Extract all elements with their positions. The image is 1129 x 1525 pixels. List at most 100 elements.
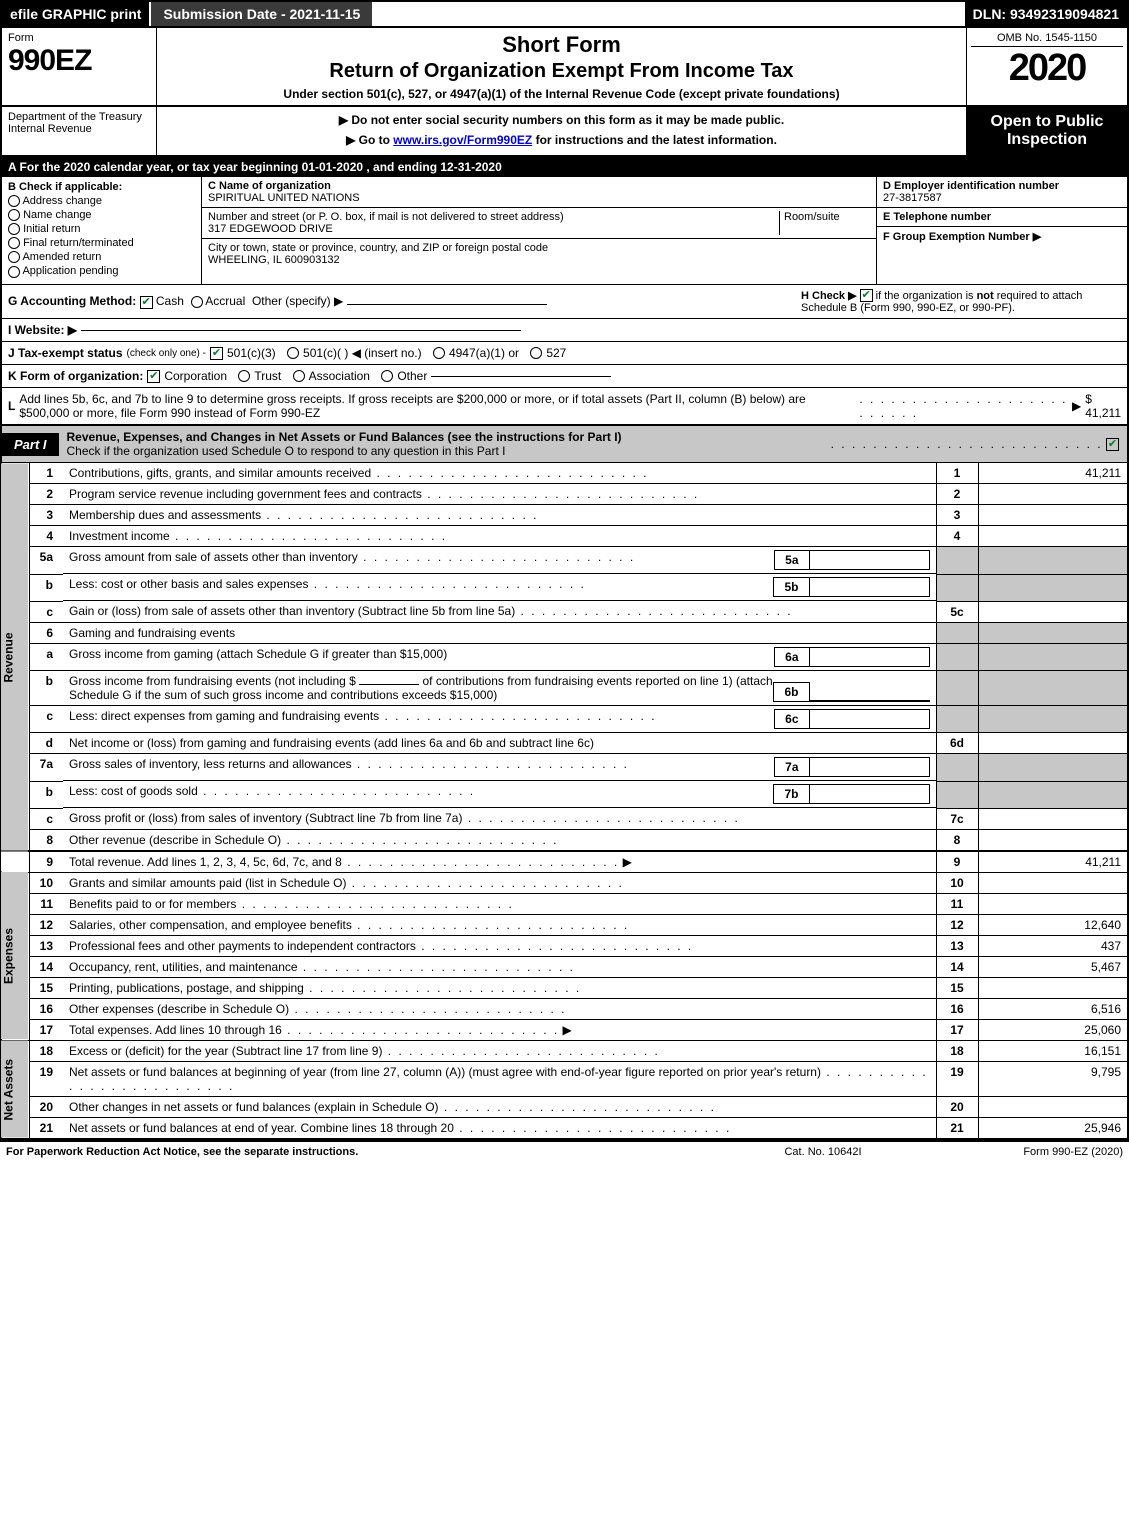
radio-4947[interactable] — [433, 347, 445, 359]
inspection-badge: Open to Public Inspection — [967, 107, 1127, 155]
part-i-tag: Part I — [2, 433, 59, 456]
table-row: 6 Gaming and fundraising events — [1, 622, 1128, 643]
table-row: b Less: cost of goods sold 7b — [1, 781, 1128, 808]
table-row: Revenue 1 Contributions, gifts, grants, … — [1, 463, 1128, 484]
table-row: 13 Professional fees and other payments … — [1, 935, 1128, 956]
submission-date[interactable]: Submission Date - 2021-11-15 — [149, 2, 372, 26]
part-i-check — [823, 433, 1127, 455]
col-b-checkboxes: B Check if applicable: Address change Na… — [2, 177, 202, 284]
table-row: 20 Other changes in net assets or fund b… — [1, 1096, 1128, 1117]
side-label-revenue: Revenue — [1, 463, 29, 851]
col-b-header: B Check if applicable: — [8, 181, 195, 193]
sub-amount-6a — [810, 647, 930, 667]
radio-association[interactable] — [293, 370, 305, 382]
table-row: 8 Other revenue (describe in Schedule O)… — [1, 829, 1128, 851]
checkbox-schedule-o[interactable] — [1106, 438, 1119, 451]
year-block: OMB No. 1545-1150 2020 — [967, 28, 1127, 105]
amount-16: 6,516 — [978, 998, 1128, 1019]
table-row: 9 Total revenue. Add lines 1, 2, 3, 4, 5… — [1, 851, 1128, 873]
opt-application-pending[interactable]: Application pending — [8, 265, 195, 277]
irs-link[interactable]: www.irs.gov/Form990EZ — [393, 133, 532, 147]
radio-trust[interactable] — [238, 370, 250, 382]
table-row: 14 Occupancy, rent, utilities, and maint… — [1, 956, 1128, 977]
sub-amount-6b — [810, 700, 930, 702]
amount-17: 25,060 — [978, 1019, 1128, 1040]
omb-number: OMB No. 1545-1150 — [971, 32, 1123, 47]
form-number: 990EZ — [8, 44, 150, 78]
revenue-table: Revenue 1 Contributions, gifts, grants, … — [0, 463, 1129, 1140]
dln-label: DLN: 93492319094821 — [965, 2, 1127, 26]
org-city-row: City or town, state or province, country… — [202, 239, 876, 269]
radio-527[interactable] — [530, 347, 542, 359]
dept-block: Department of the Treasury Internal Reve… — [2, 107, 157, 155]
section-a-period: A For the 2020 calendar year, or tax yea… — [0, 157, 1129, 177]
addr-label: Number and street (or P. O. box, if mail… — [208, 211, 564, 223]
goto-post: for instructions and the latest informat… — [532, 133, 777, 147]
amount-14: 5,467 — [978, 956, 1128, 977]
part-i-title: Revenue, Expenses, and Changes in Net As… — [59, 426, 823, 462]
goto-pre: ▶ Go to — [346, 133, 393, 147]
amount-19: 9,795 — [978, 1061, 1128, 1096]
radio-accrual[interactable] — [191, 296, 203, 308]
radio-other-org[interactable] — [381, 370, 393, 382]
row-g-h: G Accounting Method: Cash Accrual Other … — [0, 285, 1129, 320]
title-under-section: Under section 501(c), 527, or 4947(a)(1)… — [165, 87, 958, 101]
i-label: I Website: ▶ — [8, 323, 77, 337]
sub-amount-6c — [810, 709, 930, 729]
opt-name-change[interactable]: Name change — [8, 209, 195, 221]
opt-initial-return[interactable]: Initial return — [8, 223, 195, 235]
org-name-row: C Name of organization SPIRITUAL UNITED … — [202, 177, 876, 208]
org-name-label: C Name of organization — [208, 180, 331, 192]
org-name: SPIRITUAL UNITED NATIONS — [208, 192, 360, 204]
col-c-org-info: C Name of organization SPIRITUAL UNITED … — [202, 177, 877, 284]
radio-icon — [8, 195, 20, 207]
table-row: 17 Total expenses. Add lines 10 through … — [1, 1019, 1128, 1040]
radio-icon — [8, 209, 20, 221]
arrow-icon — [563, 1023, 572, 1037]
checkbox-h[interactable] — [860, 289, 873, 302]
tax-year: 2020 — [971, 47, 1123, 90]
other-org-line[interactable] — [431, 376, 611, 377]
checkbox-cash[interactable] — [140, 296, 153, 309]
city-label: City or town, state or province, country… — [208, 242, 548, 254]
row-g: G Accounting Method: Cash Accrual Other … — [8, 294, 547, 308]
efile-label[interactable]: efile GRAPHIC print — [2, 2, 149, 26]
checkbox-corporation[interactable] — [147, 370, 160, 383]
opt-address-change[interactable]: Address change — [8, 195, 195, 207]
table-row: 3 Membership dues and assessments 3 — [1, 505, 1128, 526]
goto-line: ▶ Go to www.irs.gov/Form990EZ for instru… — [163, 133, 960, 147]
table-row: b Gross income from fundraising events (… — [1, 671, 1128, 706]
col-d-e-f: D Employer identification number 27-3817… — [877, 177, 1127, 284]
opt-amended-return[interactable]: Amended return — [8, 251, 195, 263]
h-label: H Check ▶ — [801, 290, 857, 302]
amount-21: 25,946 — [978, 1117, 1128, 1139]
checkbox-501c3[interactable] — [210, 347, 223, 360]
header-row-1: Form 990EZ Short Form Return of Organiza… — [0, 28, 1129, 107]
row-l: L Add lines 5b, 6c, and 7b to line 9 to … — [0, 388, 1129, 426]
sub-amount-7b — [810, 784, 930, 804]
opt-final-return[interactable]: Final return/terminated — [8, 237, 195, 249]
radio-icon — [8, 251, 20, 263]
title-short-form: Short Form — [165, 32, 958, 58]
radio-501c[interactable] — [287, 347, 299, 359]
table-row: c Gross profit or (loss) from sales of i… — [1, 808, 1128, 829]
footer: For Paperwork Reduction Act Notice, see … — [0, 1140, 1129, 1162]
other-specify-line[interactable] — [347, 304, 547, 305]
table-row: d Net income or (loss) from gaming and f… — [1, 733, 1128, 754]
dots — [831, 437, 1103, 451]
row-k: K Form of organization: Corporation Trus… — [0, 365, 1129, 388]
org-address: 317 EDGEWOOD DRIVE — [208, 223, 333, 235]
table-row: 15 Printing, publications, postage, and … — [1, 977, 1128, 998]
table-row: 7a Gross sales of inventory, less return… — [1, 754, 1128, 782]
row-j: J Tax-exempt status (check only one) - 5… — [0, 342, 1129, 365]
website-line[interactable] — [81, 330, 521, 331]
table-row: 16 Other expenses (describe in Schedule … — [1, 998, 1128, 1019]
table-row: Net Assets 18 Excess or (deficit) for th… — [1, 1040, 1128, 1061]
table-row: 5a Gross amount from sale of assets othe… — [1, 547, 1128, 575]
table-row: 4 Investment income 4 — [1, 526, 1128, 547]
ein-label: D Employer identification number — [883, 180, 1059, 192]
table-row: 11 Benefits paid to or for members 11 — [1, 893, 1128, 914]
table-row: 21 Net assets or fund balances at end of… — [1, 1117, 1128, 1139]
row-i: I Website: ▶ — [0, 319, 1129, 342]
room-label: Room/suite — [784, 211, 840, 223]
